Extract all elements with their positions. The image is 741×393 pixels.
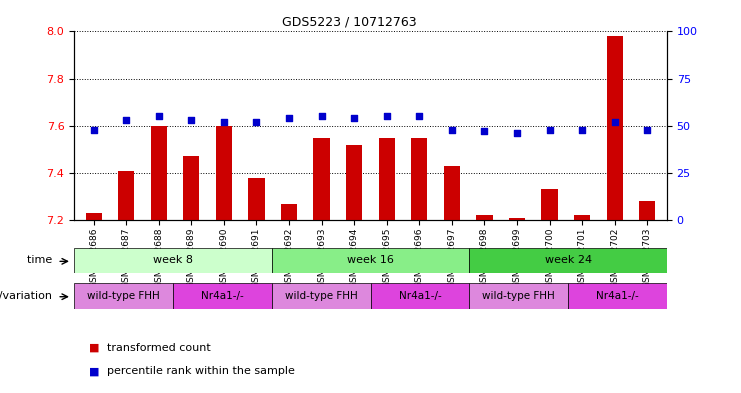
Bar [248,178,265,220]
Point [316,113,328,119]
Point [642,127,654,133]
Point [413,113,425,119]
Bar [346,145,362,220]
Bar [469,248,667,273]
Bar [607,36,623,220]
Text: Nr4a1-/-: Nr4a1-/- [399,291,442,301]
Text: week 8: week 8 [153,255,193,265]
Point [185,117,197,123]
Point [283,115,295,121]
Point [87,127,99,133]
Bar [173,283,272,309]
Bar [411,138,428,220]
Bar [150,126,167,220]
Bar [469,283,568,309]
Point [511,130,523,136]
Text: week 24: week 24 [545,255,591,265]
Bar [74,283,173,309]
Bar [639,201,656,220]
Text: ■: ■ [89,343,99,353]
Bar [444,166,460,220]
Point [218,119,230,125]
Point [381,113,393,119]
Text: GDS5223 / 10712763: GDS5223 / 10712763 [282,16,416,29]
Text: ■: ■ [89,366,99,376]
Bar [272,283,370,309]
Point [446,127,458,133]
Text: Nr4a1-/-: Nr4a1-/- [596,291,639,301]
Bar [476,215,493,220]
Bar [85,213,102,220]
Bar [568,283,667,309]
Bar [74,248,272,273]
Bar [509,218,525,220]
Bar [313,138,330,220]
Bar [574,215,591,220]
Text: wild-type FHH: wild-type FHH [87,291,160,301]
Point [120,117,132,123]
Point [250,119,262,125]
Text: week 16: week 16 [347,255,394,265]
Point [544,127,556,133]
Bar [542,189,558,220]
Bar [379,138,395,220]
Bar [281,204,297,220]
Text: wild-type FHH: wild-type FHH [482,291,555,301]
Point [348,115,360,121]
Point [479,128,491,134]
Text: time: time [27,255,56,265]
Point [609,119,621,125]
Point [576,127,588,133]
Bar [183,156,199,220]
Bar [118,171,134,220]
Text: wild-type FHH: wild-type FHH [285,291,357,301]
Bar [216,126,232,220]
Bar [370,283,469,309]
Point [153,113,165,119]
Text: transformed count: transformed count [107,343,211,353]
Text: Nr4a1-/-: Nr4a1-/- [201,291,244,301]
Text: percentile rank within the sample: percentile rank within the sample [107,366,296,376]
Bar [272,248,469,273]
Text: genotype/variation: genotype/variation [0,290,56,301]
